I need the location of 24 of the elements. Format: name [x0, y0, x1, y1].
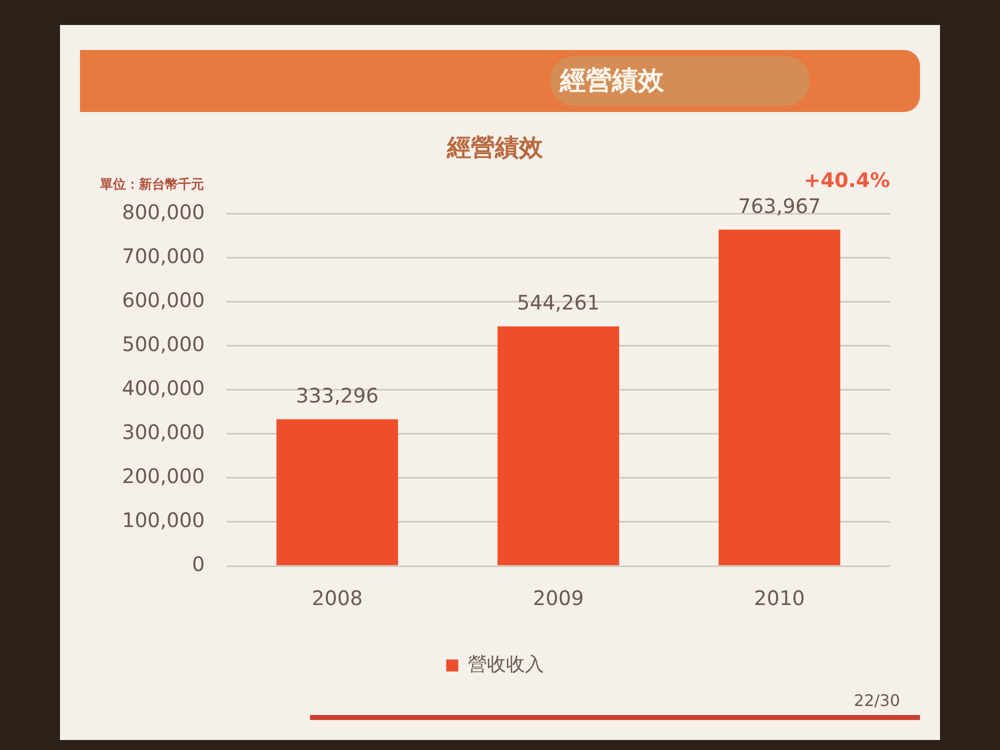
- y-tick-label: 400,000: [122, 376, 205, 400]
- y-tick-label: 500,000: [122, 332, 205, 356]
- bar: [276, 419, 398, 566]
- y-tick-label: 800,000: [122, 200, 205, 224]
- y-tick-label: 100,000: [122, 508, 205, 532]
- y-tick-label: 600,000: [122, 288, 205, 312]
- data-label: 544,261: [516, 290, 600, 315]
- chart-subtitle: 經營績效: [446, 134, 544, 162]
- legend-label: 營收收入: [468, 653, 544, 676]
- y-tick-label: 700,000: [122, 244, 205, 268]
- y-tick-label: 0: [192, 552, 205, 576]
- text: 22/30: [854, 691, 900, 710]
- data-label: 763,967: [738, 194, 821, 218]
- x-tick-label: 2010: [754, 586, 805, 610]
- data-label: 333,296: [296, 383, 379, 408]
- bar: [718, 230, 840, 566]
- y-axis-title: 單位：新台幣千元: [99, 176, 204, 193]
- bar: [498, 326, 620, 566]
- chart-title: 經營績效: [560, 65, 664, 98]
- y-tick-label: 200,000: [122, 464, 205, 488]
- y-tick-label: 300,000: [122, 420, 205, 444]
- x-tick-label: 2008: [312, 586, 363, 610]
- text: +40.4%: [804, 168, 890, 192]
- x-tick-label: 2009: [532, 586, 584, 610]
